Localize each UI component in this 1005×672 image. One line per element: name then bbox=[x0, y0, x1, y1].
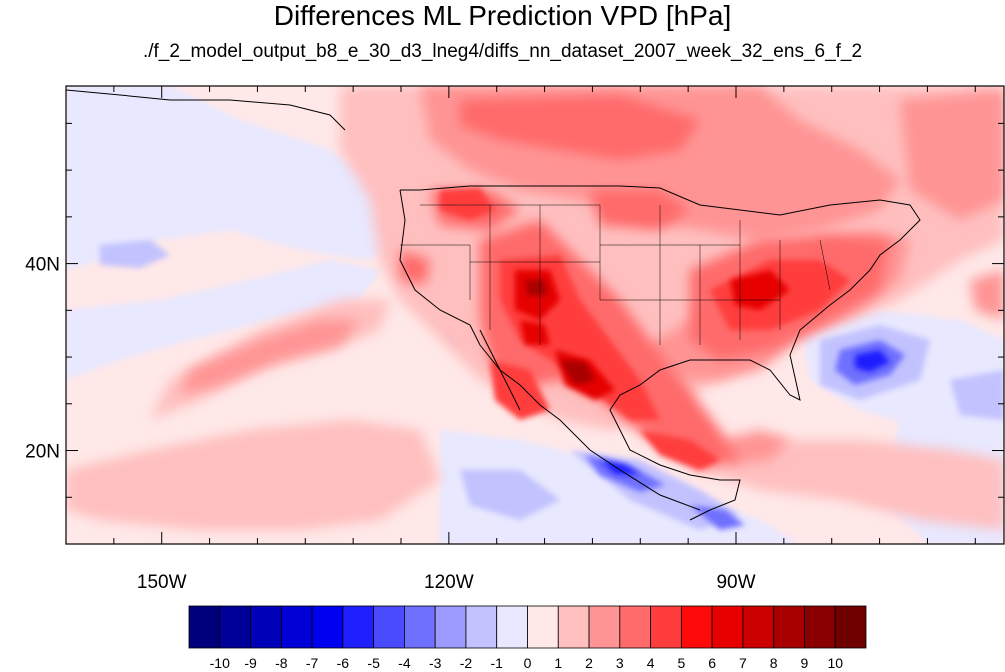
map-frame bbox=[65, 85, 1005, 545]
colorbar-label: 0 bbox=[524, 655, 532, 671]
coastline-outline bbox=[66, 89, 921, 521]
lat-tick-label: 20N bbox=[25, 442, 60, 463]
colorbar-swatch bbox=[434, 605, 467, 649]
colorbar-swatch bbox=[527, 605, 559, 649]
colorbar-label: -7 bbox=[306, 655, 319, 671]
colorbar-swatch bbox=[557, 605, 590, 649]
colorbar-swatch bbox=[404, 605, 436, 649]
colorbar-swatch bbox=[619, 605, 651, 649]
colorbar-swatch bbox=[588, 605, 621, 649]
colorbar-swatch bbox=[773, 605, 805, 649]
colorbar-label: -2 bbox=[460, 655, 473, 671]
colorbar-label: -9 bbox=[244, 655, 257, 671]
colorbar-label: -5 bbox=[367, 655, 380, 671]
lon-tick-label: 150W bbox=[137, 572, 187, 593]
colorbar-label: -1 bbox=[491, 655, 504, 671]
colorbar-swatch bbox=[311, 605, 344, 649]
colorbar-swatch bbox=[342, 605, 375, 649]
colorbar-swatch bbox=[742, 605, 775, 649]
colorbar-label: 10 bbox=[827, 655, 843, 671]
colorbar-swatch bbox=[188, 605, 221, 649]
colorbar-label: -4 bbox=[398, 655, 411, 671]
colorbar-label: -10 bbox=[210, 655, 230, 671]
map-subtitle: ./f_2_model_output_b8_e_30_d3_lneg4/diff… bbox=[142, 41, 863, 62]
lon-tick-label: 120W bbox=[424, 572, 474, 593]
colorbar-swatch bbox=[834, 605, 867, 649]
colorbar-swatch bbox=[496, 605, 528, 649]
colorbar-label: 1 bbox=[554, 655, 562, 671]
lon-tick-label: 90W bbox=[716, 572, 755, 593]
vpd-difference-field bbox=[66, 86, 1004, 544]
colorbar-label: 9 bbox=[801, 655, 809, 671]
colorbar-label: 2 bbox=[585, 655, 593, 671]
colorbar-swatch bbox=[280, 605, 313, 649]
colorbar: -10 -9 -8 -7 -6 -5 -4 -3 -2 -1 0 1 2 3 4 5 6 7 8 9 10 bbox=[188, 605, 867, 671]
colorbar-label: 8 bbox=[770, 655, 778, 671]
colorbar-label: 6 bbox=[708, 655, 716, 671]
colorbar-label: 4 bbox=[647, 655, 655, 671]
colorbar-swatch bbox=[711, 605, 744, 649]
colorbar-label: -6 bbox=[337, 655, 350, 671]
colorbar-swatch bbox=[650, 605, 682, 649]
colorbar-swatch bbox=[250, 605, 282, 649]
colorbar-swatch bbox=[465, 605, 498, 649]
colorbar-label: -3 bbox=[429, 655, 442, 671]
state-borders bbox=[400, 204, 831, 345]
colorbar-label: 3 bbox=[616, 655, 624, 671]
axis-ticks: 40N 20N 150W 120W 90W bbox=[25, 86, 1004, 593]
colorbar-label: -8 bbox=[275, 655, 288, 671]
lat-tick-label: 40N bbox=[25, 255, 60, 276]
colorbar-swatch bbox=[373, 605, 405, 649]
colorbar-swatch bbox=[804, 605, 836, 649]
map-title: Differences ML Prediction VPD [hPa] bbox=[273, 0, 732, 31]
colorbar-swatch bbox=[219, 605, 251, 649]
colorbar-label: 7 bbox=[739, 655, 747, 671]
colorbar-swatch bbox=[680, 605, 713, 649]
colorbar-label: 5 bbox=[677, 655, 685, 671]
